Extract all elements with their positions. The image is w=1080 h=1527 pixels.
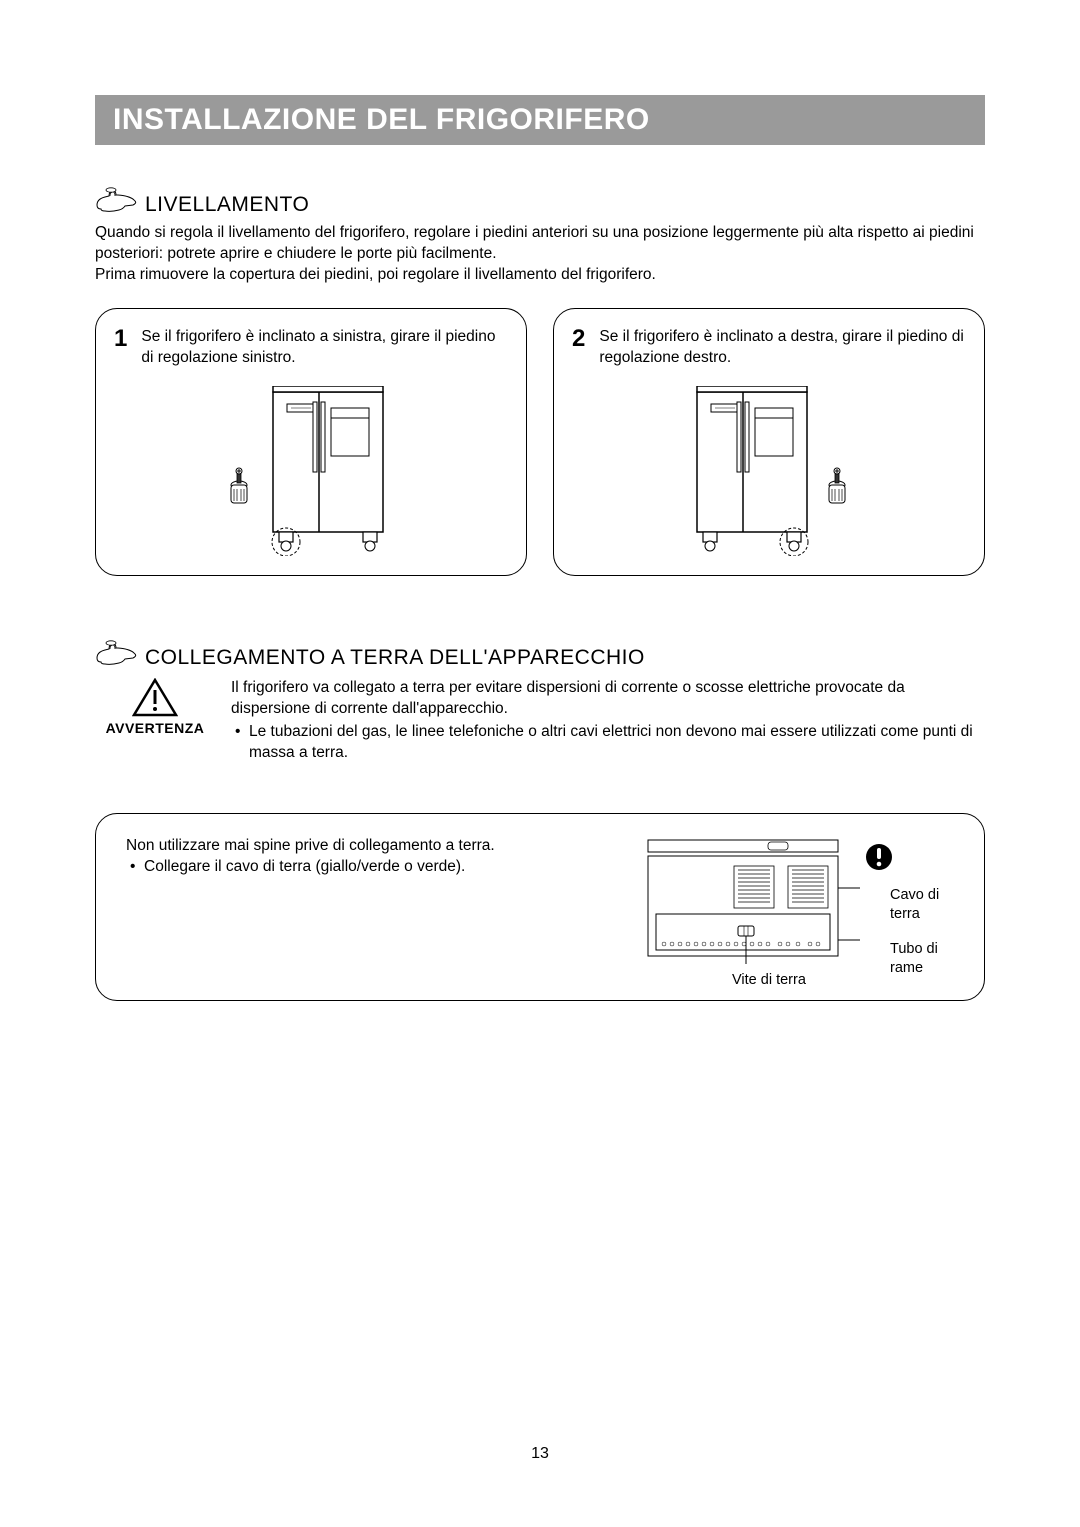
section-heading-collegamento: COLLEGAMENTO A TERRA DELL'APPARECCHIO — [95, 640, 985, 670]
intro-line1: Quando si regola il livellamento del fri… — [95, 223, 985, 265]
fridge-illustration-left — [211, 386, 411, 561]
ground-box-line1: Non utilizzare mai spine prive di colleg… — [126, 836, 618, 857]
box1-text: Se il frigorifero è inclinato a sinistra… — [141, 327, 508, 369]
exclamation-circle-icon — [864, 842, 894, 877]
page-number: 13 — [0, 1445, 1080, 1463]
fridge-illustration-right — [669, 386, 869, 561]
intro-line2: Prima rimuovere la copertura dei piedini… — [95, 265, 985, 286]
warning-label: AVVERTENZA — [106, 720, 205, 736]
grounding-box: Non utilizzare mai spine prive di colleg… — [95, 813, 985, 1001]
box2-text: Se il frigorifero è inclinato a destra, … — [599, 327, 966, 369]
warning-block: AVVERTENZA Il frigorifero va collegato a… — [95, 678, 985, 764]
section2-heading: COLLEGAMENTO A TERRA DELL'APPARECCHIO — [145, 646, 645, 670]
warning-paragraph: Il frigorifero va collegato a terra per … — [231, 678, 985, 720]
section-heading-livellamento: LIVELLAMENTO — [95, 187, 985, 217]
pointing-hand-icon — [95, 187, 139, 217]
label-copper-tube: Tubo di rame — [890, 940, 958, 976]
ground-box-bullet: Collegare il cavo di terra (giallo/verde… — [126, 857, 618, 878]
box2-number: 2 — [572, 327, 585, 369]
label-ground-wire: Cavo di terra — [890, 886, 958, 922]
pointing-hand-icon — [95, 640, 139, 670]
leveling-box-2: 2 Se il frigorifero è inclinato a destra… — [553, 308, 985, 576]
section1-heading: LIVELLAMENTO — [145, 193, 309, 217]
section1-intro: Quando si regola il livellamento del fri… — [95, 223, 985, 286]
label-ground-screw: Vite di terra — [732, 972, 806, 988]
warning-bullet: Le tubazioni del gas, le linee telefonic… — [231, 722, 985, 764]
grounding-diagram: Cavo di terra Tubo di rame Vite di terra — [638, 836, 958, 986]
page-title: INSTALLAZIONE DEL FRIGORIFERO — [113, 103, 650, 137]
warning-triangle-icon — [132, 678, 178, 718]
leveling-boxes: 1 Se il frigorifero è inclinato a sinist… — [95, 308, 985, 576]
leveling-box-1: 1 Se il frigorifero è inclinato a sinist… — [95, 308, 527, 576]
page-title-bar: INSTALLAZIONE DEL FRIGORIFERO — [95, 95, 985, 145]
box1-number: 1 — [114, 327, 127, 369]
